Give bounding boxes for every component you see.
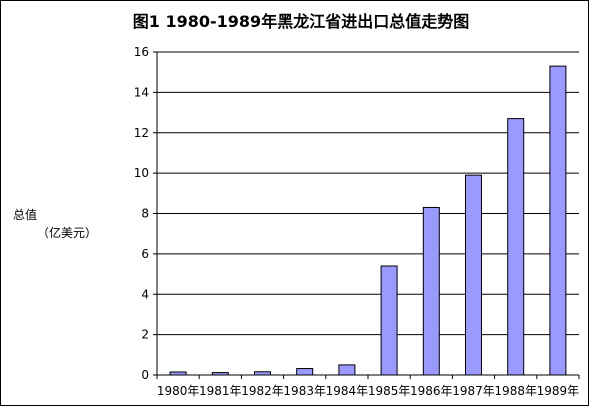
y-tick-label-0: 0 — [141, 368, 149, 382]
x-tick-label-1982年: 1982年 — [241, 384, 284, 398]
x-tick-labels: 1980年 1981年 1982年 1983年 1984年 1985年 1986年 1987年… — [157, 384, 579, 398]
y-axis-label: 总值 — [13, 207, 37, 222]
y-tick-label-4: 4 — [141, 287, 149, 301]
y-axis-unit: （亿美元） — [37, 225, 97, 240]
axes — [153, 51, 580, 379]
chart-title: 图1 1980-1989年黑龙江省进出口总值走势图 — [133, 12, 469, 31]
x-tick-label-1987年: 1987年 — [452, 384, 495, 398]
y-tick-label-2: 2 — [141, 328, 149, 342]
bar-1987年 — [465, 174, 482, 376]
y-tick-label-16: 16 — [134, 45, 149, 59]
y-tick-label-6: 6 — [141, 247, 149, 261]
bar-1988年 — [507, 118, 525, 376]
bar-1985年 — [380, 265, 398, 376]
bars — [169, 65, 567, 376]
gridlines — [157, 51, 579, 336]
bar-1986年 — [422, 206, 440, 376]
y-tick-labels: 0 2 4 6 8 10 12 14 16 — [134, 45, 149, 382]
x-tick-label-1985年: 1985年 — [368, 384, 411, 398]
x-tick-label-1989年: 1989年 — [537, 384, 580, 398]
x-tick-label-1983年: 1983年 — [283, 384, 326, 398]
x-tick-label-1988年: 1988年 — [494, 384, 537, 398]
x-tick-label-1984年: 1984年 — [326, 384, 369, 398]
bar-1984年 — [338, 364, 356, 376]
bar-1983年 — [296, 368, 314, 376]
y-tick-label-10: 10 — [134, 166, 149, 180]
bar-1989年 — [549, 65, 567, 376]
x-tick-label-1980年: 1980年 — [157, 384, 200, 398]
x-tick-label-1986年: 1986年 — [410, 384, 453, 398]
x-tick-label-1981年: 1981年 — [199, 384, 242, 398]
y-tick-label-8: 8 — [141, 207, 149, 221]
y-tick-label-12: 12 — [134, 126, 149, 140]
y-tick-label-14: 14 — [134, 85, 149, 99]
